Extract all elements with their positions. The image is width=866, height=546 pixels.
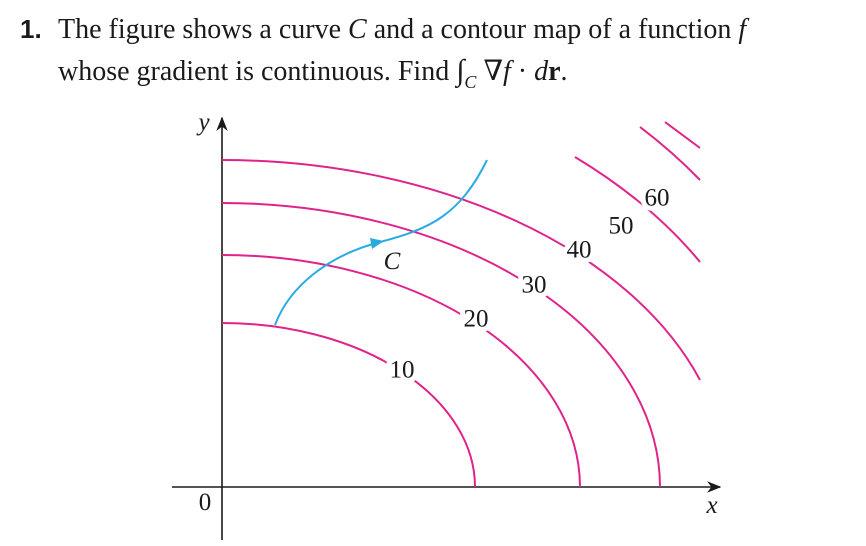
problem-line: whose gradient is continuous. Find ∫C ∇f… (58, 54, 568, 92)
math: ∇ (476, 56, 503, 87)
text: . (560, 56, 568, 87)
text: whose gradient is continuous. Find (58, 56, 457, 87)
contour-label: 60 (645, 185, 670, 212)
math: C (348, 14, 367, 45)
text: and a contour map of a function (366, 14, 739, 45)
contour-label: 30 (522, 272, 547, 299)
math: C (464, 72, 477, 92)
contour (664, 121, 701, 149)
contour (574, 156, 701, 263)
math: r (548, 56, 561, 87)
text: The figure shows a curve (58, 14, 349, 45)
math: ∫ (456, 54, 465, 87)
problem-number: 1. (20, 14, 42, 44)
math: f (503, 56, 511, 87)
contours (221, 121, 701, 488)
contour (221, 202, 661, 488)
contour-label: 10 (390, 357, 415, 384)
problem-line: 1. The figure shows a curve C and a conto… (20, 14, 746, 46)
y-axis-label: y (195, 109, 210, 136)
contour (221, 159, 701, 381)
contour-label: 20 (464, 306, 489, 333)
origin-label: 0 (199, 489, 212, 516)
curve-label: C (384, 248, 401, 275)
math: d (534, 56, 549, 87)
math: · (510, 56, 535, 87)
curve-arrow (370, 238, 384, 249)
contour-label: 40 (567, 237, 592, 264)
x-axis-label: x (705, 492, 717, 519)
contour (639, 126, 701, 181)
contour (221, 254, 581, 488)
math: f (738, 14, 747, 45)
contour-label: 50 (609, 213, 634, 240)
contour (221, 322, 476, 488)
